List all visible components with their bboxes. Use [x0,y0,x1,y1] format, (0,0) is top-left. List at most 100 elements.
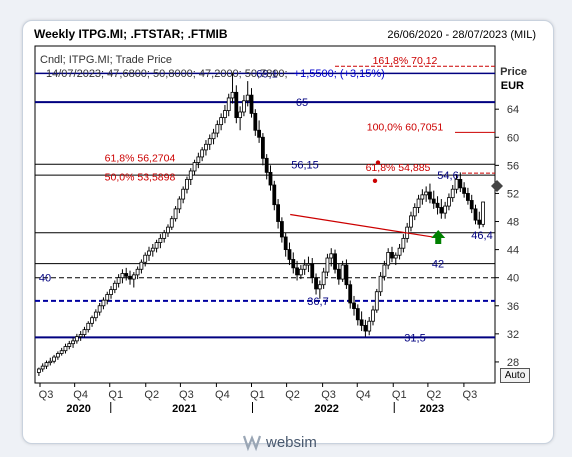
candle-body [393,254,398,259]
candle-body [135,268,140,276]
chart-title: Weekly ITPG.MI; .FTSTAR; .FTMIB [34,27,228,41]
candle-body [101,299,106,307]
candle-body [116,277,121,284]
candle-body [166,226,170,234]
candle-body [204,143,208,151]
trendline[interactable] [290,213,433,238]
candle-body [382,264,387,277]
x-tick-label: Q3 [463,389,478,401]
candle-body [74,336,79,342]
info-ohlc: 14/07/2023; 47,6800; 50,8000; 47,2000; 5… [46,68,288,80]
candle-body [302,264,307,270]
fib-anchor-point [375,160,381,165]
candle-body [230,91,235,99]
candle-body [200,149,205,158]
x-tick-label: Q4 [215,389,230,401]
level-label: 65 [296,97,308,109]
date-range: 26/06/2020 - 28/07/2023 (MIL) [387,29,536,41]
info-values: 14/07/2023; 47,6800; 50,8000; 47,2000; 5… [46,68,385,80]
candle-body [310,263,315,279]
year-label: 2021 [172,403,196,415]
candle-body [450,188,455,199]
candle-body [249,94,254,114]
candle-body [139,261,144,270]
y-tick-label: 52 [507,188,519,200]
candle-body [462,187,467,194]
candle-body [242,100,246,113]
candle-body [424,191,429,196]
candle-body [431,198,436,204]
websim-mark-icon [242,435,262,452]
scroll-arrow-icon[interactable] [491,180,503,192]
candle-body [36,368,41,373]
candle-body [333,253,337,270]
x-axis: Q3 Q4 Q1 Q2 Q3 Q4 Q1 Q2 Q3 Q4 Q1 Q2 Q3 2020 2021 2022 20… [39,383,478,415]
candle-body [443,205,448,214]
candle-body [169,218,174,228]
candle-body [374,291,379,311]
candle-body [295,267,299,276]
level-label: 36,7 [307,296,328,308]
candle-body [93,311,98,319]
level-label: 40 [39,273,51,285]
candle-body [397,247,402,256]
plot-area[interactable] [34,45,496,384]
candle-body [371,309,375,322]
candle-body [363,325,368,332]
candle-body [44,362,49,367]
candle-body [336,268,341,280]
level-label: 46,4 [471,230,492,242]
y-tick-label: 28 [507,357,519,369]
fib-anchor-point [372,178,378,183]
overlay-layer [290,160,446,244]
y-tick-label: 32 [507,329,519,341]
x-tick-label: Q1 [392,389,407,401]
level-label: 56,15 [291,159,319,171]
candle-body [386,252,391,266]
candle-body [378,275,383,293]
candle-body [344,264,349,286]
candle-body [143,254,148,263]
candle-body [124,273,129,277]
candle-body [219,117,224,126]
info-change: +1,5500; (+3,15%) [294,68,385,80]
candle-body [291,259,296,269]
candle-body [177,198,182,210]
candle-body [306,263,311,266]
candle-body [112,282,117,291]
info-series: Cndl; ITPG.MI; Trade Price [40,54,172,66]
x-tick-label: Q3 [39,389,54,401]
x-tick-label: Q2 [285,389,300,401]
y-tick-label: 48 [507,217,519,229]
candle-body [367,320,372,332]
candle-body [211,132,216,140]
fib-level-label: 100,0% 60,7051 [367,121,444,133]
candle-body [466,193,470,201]
candle-body [150,247,155,252]
candle-body [52,356,56,362]
y-tick-label: 64 [507,104,519,116]
candle-body [420,194,425,200]
fib-level-label: 61,8% 54,885 [366,162,431,174]
candle-body [314,277,318,290]
auto-scale-button[interactable]: Auto [500,368,530,383]
candle-body [226,97,231,111]
candle-body [158,237,163,243]
level-label: 42 [432,259,444,271]
candle-body [268,171,273,186]
candle-body [454,178,459,190]
candle-body [416,198,421,208]
candle-body [481,201,486,225]
candle-body [109,289,113,295]
candle-body [264,157,269,173]
candle-body [401,237,406,249]
candle-body [458,178,463,189]
x-tick-label: Q1 [250,389,265,401]
year-label: 2022 [314,403,338,415]
candle-body [257,129,262,138]
candle-body [352,302,356,309]
candle-body [325,257,330,273]
candle-body [253,113,258,131]
year-label: 2023 [420,403,444,415]
